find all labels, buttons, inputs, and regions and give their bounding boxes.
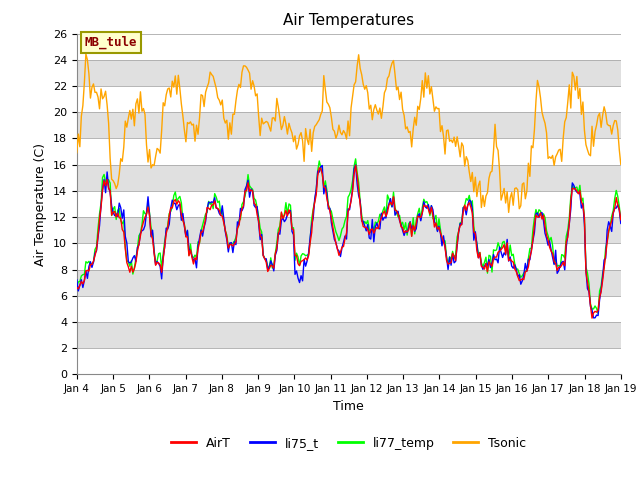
Bar bbox=[77, 165, 621, 191]
Text: MB_tule: MB_tule bbox=[85, 36, 138, 49]
Bar bbox=[77, 60, 621, 86]
Title: Air Temperatures: Air Temperatures bbox=[284, 13, 414, 28]
Bar bbox=[77, 270, 621, 296]
Y-axis label: Air Temperature (C): Air Temperature (C) bbox=[35, 143, 47, 265]
Bar bbox=[77, 322, 621, 348]
Bar bbox=[77, 112, 621, 138]
X-axis label: Time: Time bbox=[333, 400, 364, 413]
Bar bbox=[77, 217, 621, 243]
Legend: AirT, li75_t, li77_temp, Tsonic: AirT, li75_t, li77_temp, Tsonic bbox=[166, 432, 531, 455]
